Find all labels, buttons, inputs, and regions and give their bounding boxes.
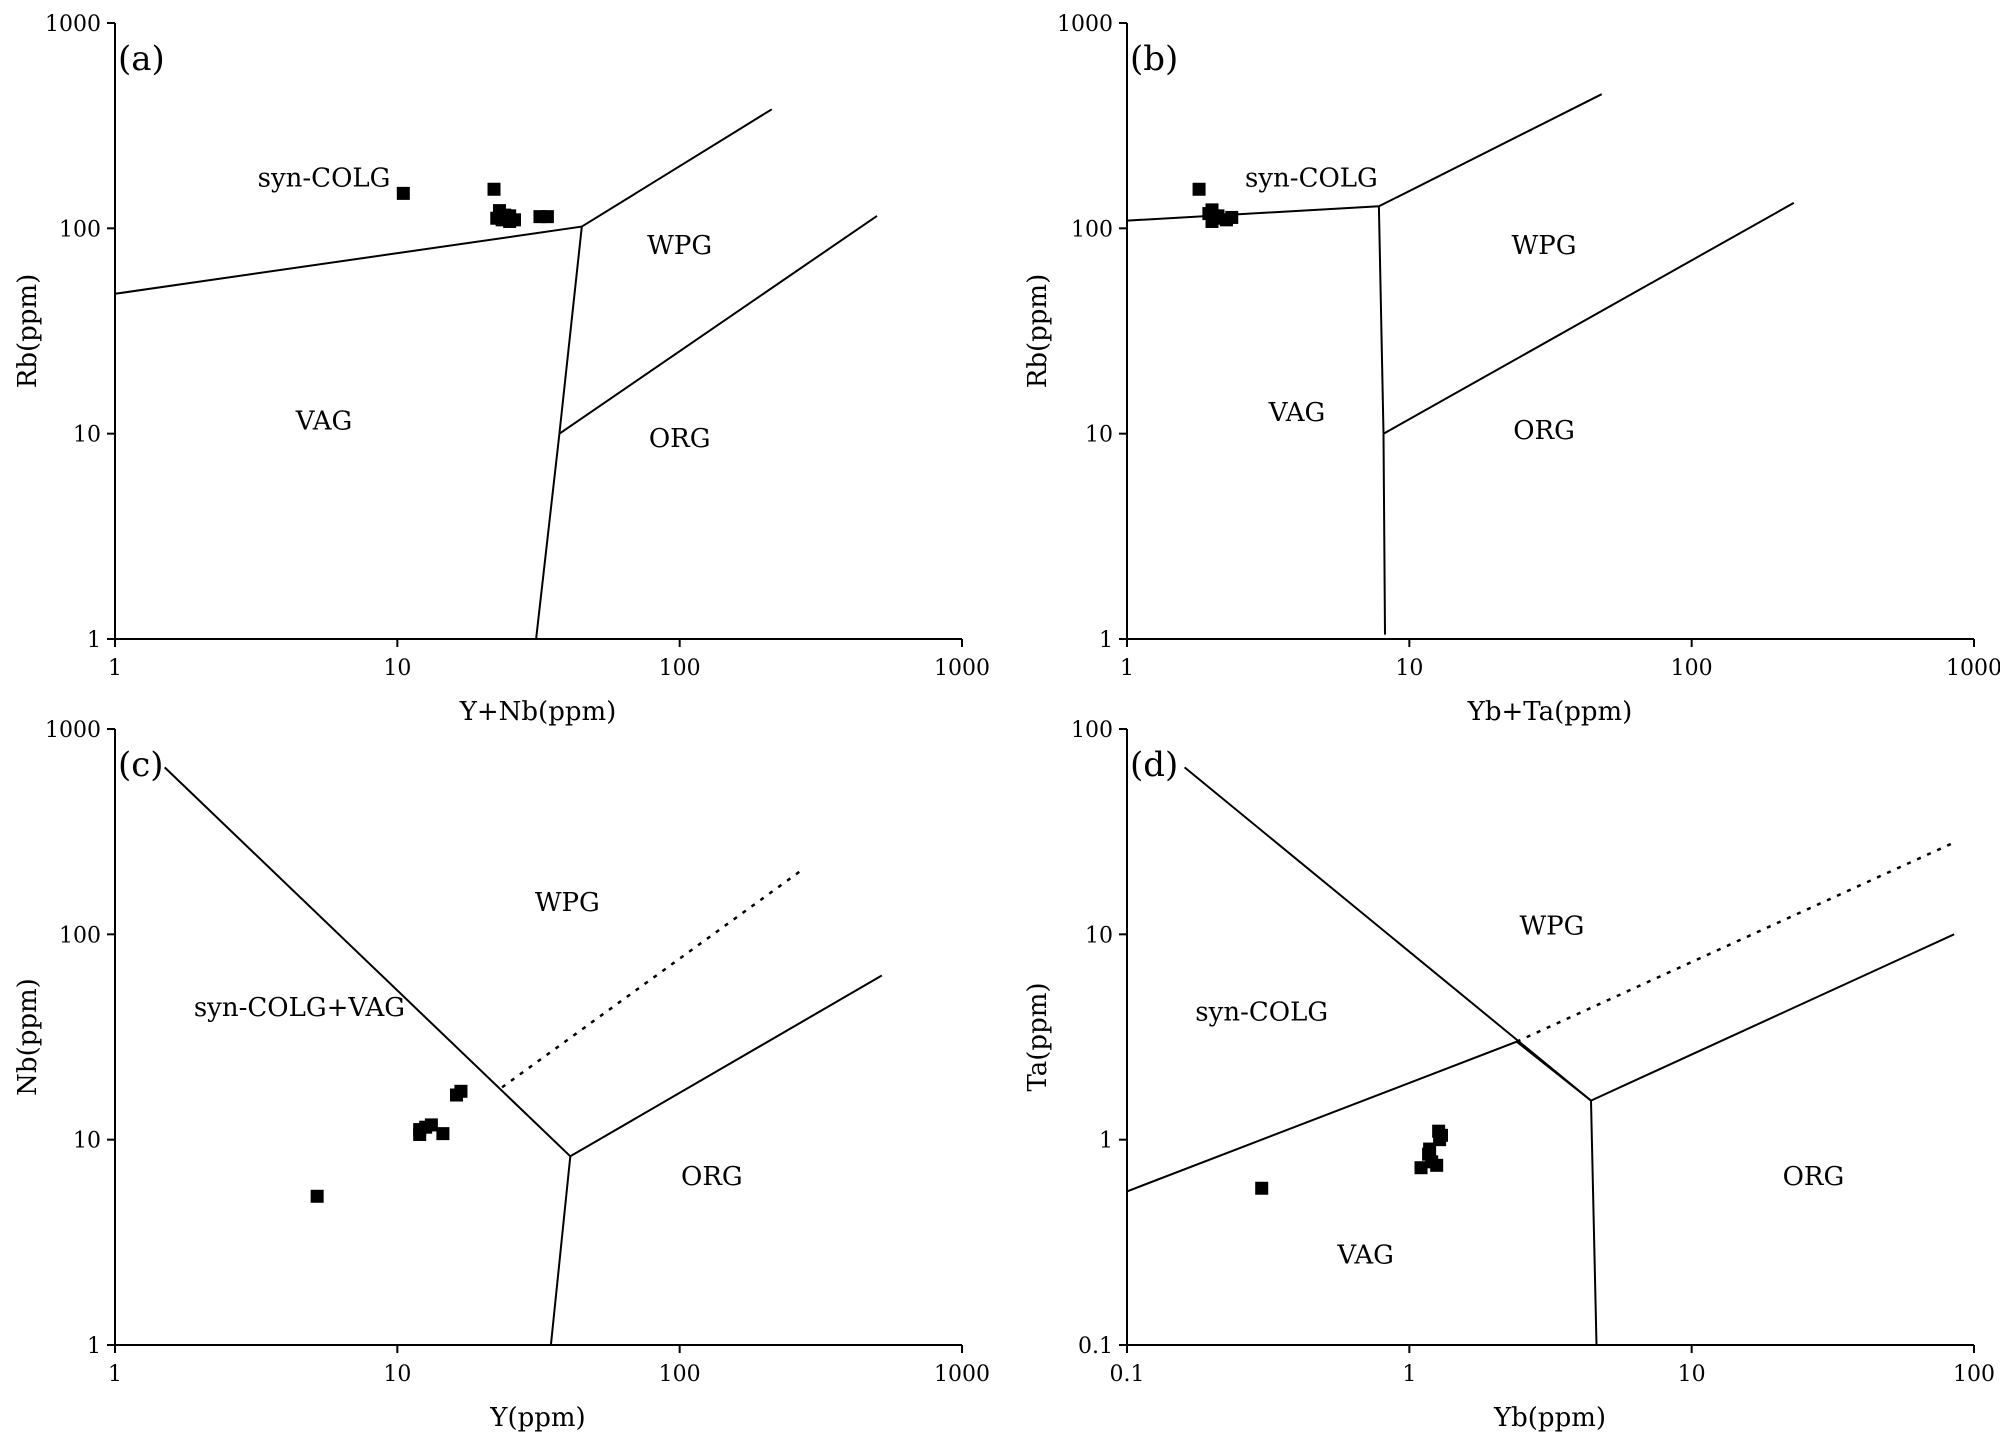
x-tick-label: 1000 (934, 1362, 990, 1387)
x-tick-label: 10 (1395, 656, 1423, 681)
y-tick-label: 0.1 (1078, 1334, 1113, 1359)
x-tick-label: 0.1 (1110, 1362, 1145, 1387)
region-label: VAG (1268, 398, 1326, 428)
region-label: WPG (1519, 911, 1584, 941)
region-label: WPG (647, 231, 712, 261)
region-label: syn-COLG+VAG (194, 993, 405, 1023)
y-tick-label: 100 (1071, 718, 1113, 743)
region-label: ORG (649, 424, 711, 454)
y-tick-label: 100 (1071, 217, 1113, 242)
y-tick-label: 100 (59, 217, 101, 242)
x-tick-label: 1000 (934, 656, 990, 681)
boundary-line (1383, 202, 1795, 435)
y-tick-label: 1 (87, 1334, 101, 1359)
region-label: syn-COLG (258, 163, 391, 193)
panel-label: (d) (1130, 745, 1178, 785)
boundary-line (1126, 1040, 1592, 1193)
x-tick-label: 10 (1678, 1362, 1706, 1387)
boundary-line (558, 226, 583, 434)
boundary-line (1516, 841, 1955, 1043)
x-tick-label: 1 (1120, 656, 1134, 681)
region-label: syn-COLG (1195, 998, 1328, 1028)
y-tick-label: 10 (73, 1129, 101, 1154)
x-tick-label: 1 (1402, 1362, 1416, 1387)
data-point (490, 211, 504, 225)
data-point (487, 182, 501, 196)
boundary-line (535, 433, 561, 640)
region-label: ORG (681, 1162, 743, 1192)
y-tick-label: 1000 (1057, 12, 1113, 37)
x-tick-label: 10 (383, 1362, 411, 1387)
data-point (1255, 1181, 1269, 1195)
data-point (540, 210, 554, 224)
y-tick-label: 1 (87, 628, 101, 653)
boundary-line (1377, 206, 1385, 434)
x-axis-title: Yb(ppm) (1493, 1403, 1606, 1433)
panel-label: (a) (118, 39, 165, 79)
y-tick-label: 10 (1085, 923, 1113, 948)
x-tick-label: 100 (659, 1362, 701, 1387)
boundary-line (164, 766, 571, 1158)
x-tick-label: 1 (108, 1362, 122, 1387)
y-axis-title: Rb(ppm) (1023, 274, 1053, 388)
x-tick-label: 100 (1671, 656, 1713, 681)
x-axis-title: Yb+Ta(ppm) (1467, 697, 1633, 727)
x-axis-title: Y+Nb(ppm) (459, 697, 617, 727)
y-tick-label: 1000 (45, 12, 101, 37)
panel-label: (c) (118, 745, 164, 785)
region-label: WPG (1512, 231, 1577, 261)
panel-a: 1 10 100 1000 1 10 100 1000 syn-COLG VAG WPG ORG (… (13, 12, 990, 727)
boundary-line (1382, 433, 1386, 635)
y-axis-title: Rb(ppm) (13, 274, 43, 388)
y-axis-title: Nb(ppm) (13, 978, 43, 1096)
y-tick-label: 10 (73, 423, 101, 448)
y-tick-label: 10 (1085, 423, 1113, 448)
x-tick-label: 1000 (1946, 656, 2000, 681)
data-point (1225, 210, 1239, 224)
boundary-line (1590, 1100, 1598, 1346)
data-point (396, 186, 410, 200)
panel-b: 1 10 100 1000 1 10 100 1000 syn-COLG VAG WPG ORG (… (1023, 12, 2000, 727)
region-label: WPG (535, 888, 600, 918)
data-point (1433, 1133, 1447, 1147)
x-tick-label: 1 (108, 656, 122, 681)
boundary-line (1126, 93, 1603, 222)
data-point (1430, 1158, 1444, 1172)
data-point (454, 1084, 468, 1098)
data-point (1414, 1161, 1428, 1175)
data-point (424, 1118, 438, 1132)
boundary-line (501, 869, 803, 1089)
boundary-line (569, 974, 883, 1158)
x-axis-title: Y(ppm) (489, 1403, 585, 1433)
data-point (1192, 182, 1206, 196)
y-tick-label: 1 (1099, 628, 1113, 653)
boundary-line (558, 215, 878, 435)
y-tick-label: 100 (59, 923, 101, 948)
x-tick-label: 10 (383, 656, 411, 681)
x-tick-label: 100 (659, 656, 701, 681)
x-tick-label: 100 (1953, 1362, 1995, 1387)
y-tick-label: 1 (1099, 1129, 1113, 1154)
boundary-line (1183, 766, 1592, 1102)
panel-d: 0.1 1 10 100 0.1 1 10 100 syn-COLG WPG VAG ORG (d)… (1023, 718, 1995, 1433)
data-point (436, 1127, 450, 1141)
boundary-line (549, 1156, 572, 1346)
region-label: ORG (1783, 1162, 1845, 1192)
data-point (310, 1189, 324, 1203)
region-label: ORG (1513, 416, 1575, 446)
boundary-line (114, 108, 773, 295)
data-point (507, 213, 521, 227)
region-label: syn-COLG (1245, 163, 1378, 193)
y-axis-title: Ta(ppm) (1023, 982, 1053, 1091)
data-point (1211, 211, 1225, 225)
y-tick-label: 1000 (45, 718, 101, 743)
panel-label: (b) (1130, 39, 1178, 79)
region-label: VAG (295, 406, 353, 436)
boundary-line (1590, 933, 1955, 1102)
region-label: VAG (1336, 1240, 1394, 1270)
